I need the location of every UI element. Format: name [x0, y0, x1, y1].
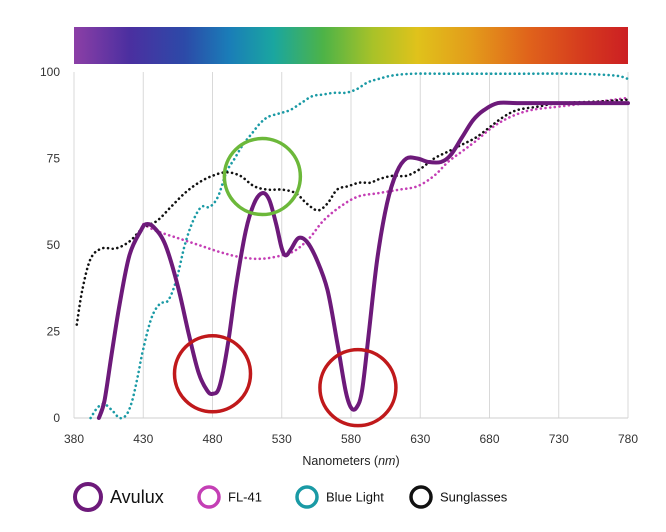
- annotation-circle: [172, 334, 253, 414]
- legend: Avulux FL-41 Blue Light Sunglasses: [73, 482, 508, 512]
- x-tick-label: 480: [202, 432, 222, 446]
- legend-label-fl-41: FL-41: [228, 490, 262, 505]
- y-tick-label: 100: [40, 65, 60, 79]
- x-tick-label: 530: [272, 432, 292, 446]
- x-tick-label: 580: [341, 432, 361, 446]
- x-tick-label: 730: [549, 432, 569, 446]
- annotation-circles: [172, 136, 398, 428]
- series-line-blue-light: [89, 72, 630, 420]
- annotation-circle: [222, 136, 303, 217]
- y-tick-label: 0: [53, 411, 60, 425]
- series-line-fl-41: [142, 96, 630, 261]
- y-tick-label: 25: [47, 325, 61, 339]
- legend-label-avulux: Avulux: [110, 487, 164, 507]
- x-tick-label: 630: [410, 432, 430, 446]
- legend-swatch-fl-41: [197, 485, 221, 509]
- legend-swatch-avulux: [73, 482, 103, 512]
- x-axis-label: Nanometers (nm): [302, 454, 399, 468]
- series-lines: [75, 72, 630, 420]
- x-axis-ticks: 380 430 480 530 580 630 680 730 780: [64, 432, 638, 446]
- annotation-circle: [318, 347, 398, 428]
- x-tick-label: 380: [64, 432, 84, 446]
- x-tick-label: 430: [133, 432, 153, 446]
- y-tick-label: 50: [47, 238, 61, 252]
- x-tick-label: 680: [479, 432, 499, 446]
- legend-label-sunglasses: Sunglasses: [440, 490, 508, 505]
- series-line-sunglasses: [75, 98, 630, 326]
- legend-label-blue-light: Blue Light: [326, 490, 384, 505]
- series-line-avulux: [96, 100, 630, 420]
- y-tick-label: 75: [47, 152, 61, 166]
- x-tick-label: 780: [618, 432, 638, 446]
- legend-swatch-blue-light: [295, 485, 319, 509]
- spectrum-bar: [74, 27, 628, 64]
- y-axis-ticks: 0 25 50 75 100: [40, 65, 60, 425]
- legend-swatch-sunglasses: [409, 485, 433, 509]
- grid-lines: [73, 72, 629, 419]
